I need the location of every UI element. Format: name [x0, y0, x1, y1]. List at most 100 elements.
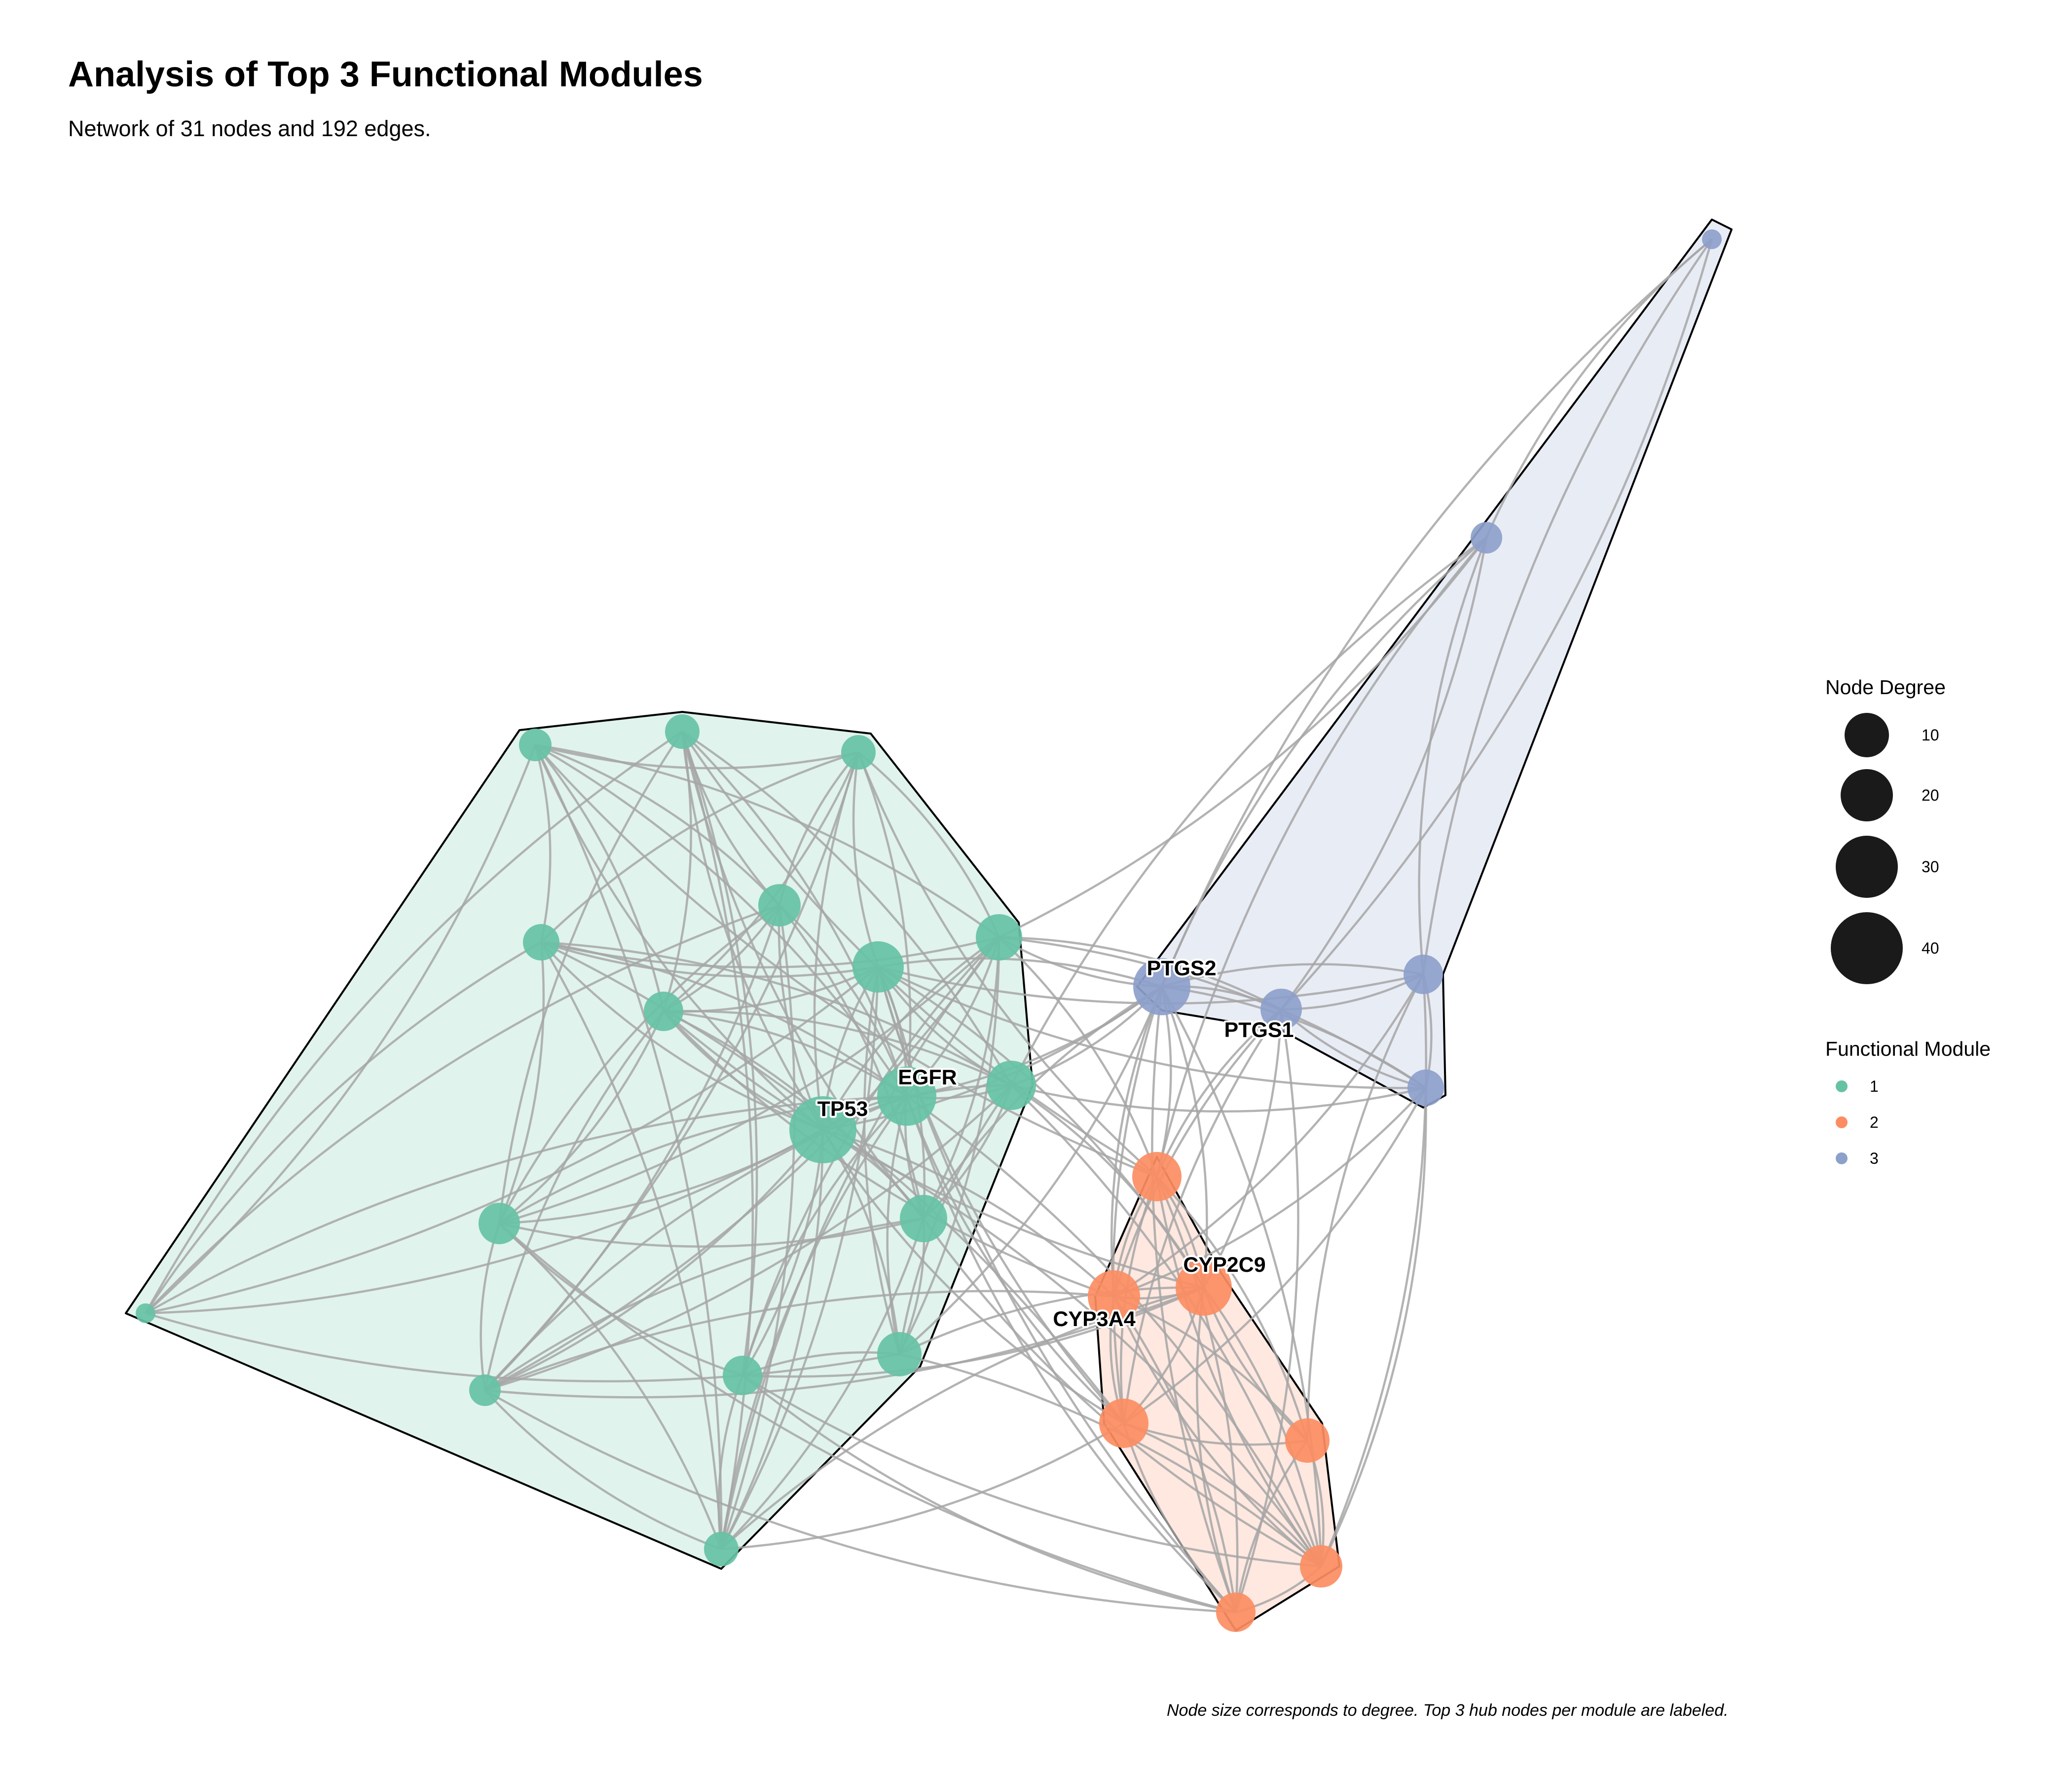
hub-label-cyp3a4: CYP3A4: [1053, 1307, 1135, 1331]
network-edge: [1196, 1287, 1237, 1613]
node-module-3: [1471, 522, 1502, 554]
legend: Node Degree 10 20 30 40 Functional Module 1…: [1825, 676, 1991, 1167]
network-edge: [498, 1095, 907, 1224]
node-module-1: [479, 1203, 520, 1244]
chart-subtitle: Network of 31 nodes and 192 edges.: [68, 116, 431, 141]
legend-size-swatch: [1831, 912, 1903, 984]
network-edge: [1418, 537, 1488, 975]
network-edge: [1010, 1084, 1205, 1289]
network-edge: [1161, 963, 1424, 988]
network-edge: [483, 1010, 665, 1391]
network-edge: [1122, 1008, 1282, 1424]
network-edge: [484, 1129, 824, 1392]
network-edge: [720, 1218, 925, 1550]
module-hulls: [125, 219, 1733, 1631]
network-edge: [535, 743, 859, 770]
node-module-3: [1702, 229, 1722, 249]
network-edge: [720, 966, 880, 1550]
network-edge: [145, 1129, 824, 1315]
network-edge: [822, 1128, 1115, 1297]
network-edge: [1160, 238, 1713, 987]
network-edge: [1203, 1287, 1323, 1567]
network-edge: [923, 937, 1000, 1220]
network-edge: [535, 743, 780, 906]
module-1-hull: [125, 711, 1034, 1570]
network-edge: [1113, 1087, 1427, 1298]
network-edge: [541, 941, 879, 978]
node-module-2: [1088, 1270, 1140, 1323]
legend-size-label: 30: [1922, 858, 1939, 876]
hub-label-ptgs2: PTGS2: [1147, 957, 1217, 980]
network-edge: [741, 1374, 1236, 1614]
network-edge: [484, 1389, 1236, 1614]
network-edge: [863, 966, 901, 1355]
network-edge: [720, 936, 1000, 1550]
network-edge: [1320, 1087, 1427, 1567]
legend-size-swatch: [1845, 713, 1889, 757]
network-edge: [681, 731, 1012, 1086]
network-edge: [905, 1096, 1237, 1613]
network-edge: [484, 1389, 722, 1551]
legend-color-label: 1: [1870, 1077, 1879, 1095]
network-edge: [1280, 1008, 1426, 1089]
node-module-1: [877, 1332, 922, 1376]
node-module-1: [704, 1532, 739, 1566]
network-edge: [499, 1217, 924, 1248]
hub-label-cyp2c9: CYP2C9: [1183, 1253, 1265, 1277]
network-edges: [145, 238, 1713, 1614]
network-edge: [663, 1010, 1114, 1298]
hub-label-tp53: TP53: [817, 1097, 868, 1121]
network-edge: [1155, 537, 1487, 1177]
network-edge: [480, 1223, 501, 1391]
node-module-1: [665, 714, 700, 749]
network-edge: [145, 731, 683, 1314]
network-edge: [778, 904, 908, 1097]
node-module-1: [469, 1374, 501, 1406]
network-edge: [498, 904, 780, 1224]
node-module-1: [136, 1303, 155, 1323]
node-module-1: [519, 729, 552, 761]
legend-color-swatch: [1836, 1152, 1848, 1164]
network-edge: [663, 1010, 908, 1097]
legend-color-swatch: [1836, 1116, 1848, 1128]
network-edge: [1306, 973, 1424, 1441]
node-module-1: [758, 884, 801, 926]
network-edge: [1160, 986, 1208, 1288]
network-edge: [898, 986, 1163, 1355]
legend-color-items: 1 2 3: [1836, 1077, 1879, 1167]
network-edge: [484, 752, 860, 1391]
network-edge: [535, 743, 1000, 938]
network-edge: [852, 752, 880, 967]
network-edge: [540, 751, 859, 943]
node-module-2: [1300, 1545, 1342, 1588]
network-edge: [1155, 1176, 1322, 1567]
legend-size-items: 10 20 30 40: [1831, 713, 1939, 984]
network-edge: [1123, 1087, 1427, 1424]
node-module-2: [1216, 1592, 1256, 1632]
network-edge: [1112, 1296, 1322, 1567]
node-module-1: [644, 992, 683, 1031]
node-module-2: [1285, 1418, 1330, 1463]
network-edge: [534, 744, 552, 943]
legend-size-swatch: [1841, 769, 1893, 821]
node-module-3: [1404, 955, 1443, 994]
hub-label-egfr: EGFR: [898, 1066, 957, 1089]
network-edge: [1161, 986, 1323, 1567]
network-nodes: [136, 229, 1722, 1632]
network-edge: [1280, 239, 1713, 1010]
network-edge: [1110, 986, 1163, 1297]
node-module-1: [723, 1356, 762, 1395]
legend-color-label: 3: [1870, 1149, 1879, 1167]
network-edge: [540, 941, 823, 1131]
network-edge: [681, 731, 754, 1550]
node-module-2: [1132, 1152, 1182, 1201]
node-module-1: [976, 914, 1022, 961]
network-edge: [662, 731, 692, 1012]
network-edge: [534, 744, 1157, 1178]
node-module-1: [877, 1067, 936, 1126]
network-edge: [540, 941, 723, 1550]
network-edge: [1485, 238, 1713, 538]
legend-color-title: Functional Module: [1825, 1037, 1991, 1060]
chart-title: Analysis of Top 3 Functional Modules: [68, 55, 703, 94]
